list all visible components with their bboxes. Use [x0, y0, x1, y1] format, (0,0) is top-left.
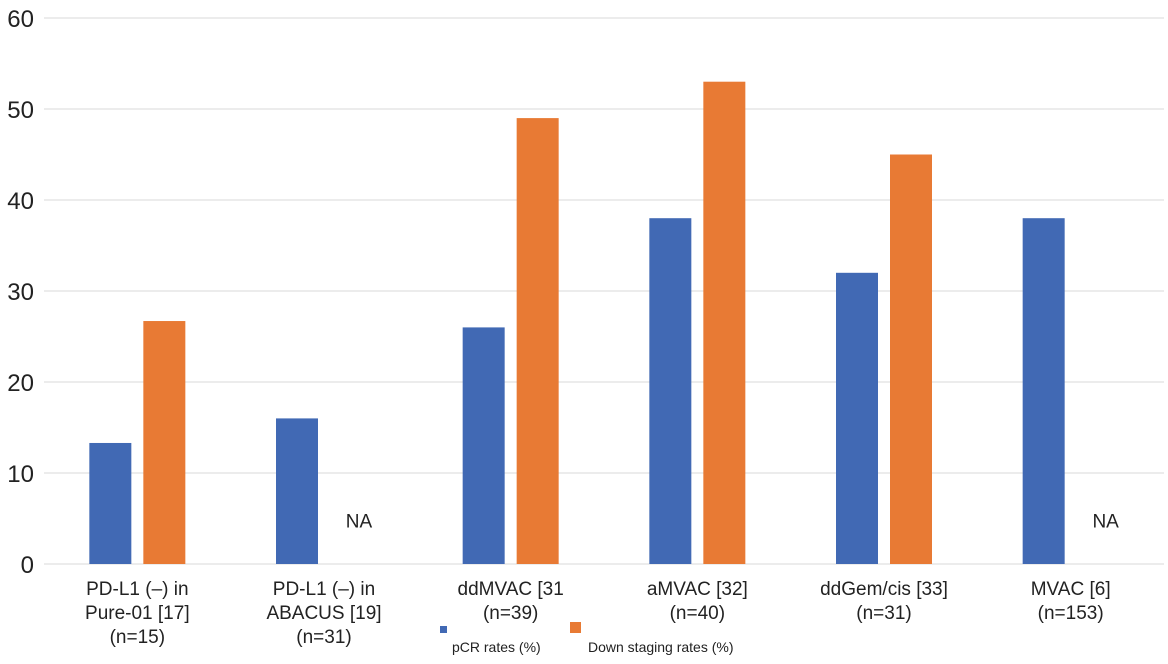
x-tick-label: PD-L1 (–) in — [273, 579, 375, 600]
na-label: NA — [1092, 512, 1119, 533]
y-tick-label: 10 — [7, 461, 34, 488]
x-tick-label: (n=40) — [670, 603, 725, 624]
bar-series-0-cat-3 — [649, 218, 692, 564]
missing-value-labels: NA NA — [346, 512, 1119, 533]
y-tick-label: 50 — [7, 97, 34, 124]
x-tick-label: (n=15) — [110, 627, 165, 648]
x-axis-ticks: PD-L1 (–) in Pure-01 [17] (n=15) PD-L1 (–) … — [85, 579, 1111, 648]
y-tick-label: 0 — [21, 552, 34, 579]
bar-series-0-cat-2 — [462, 327, 505, 564]
bar-series-0-cat-5 — [1022, 218, 1065, 564]
y-axis-ticks: 0 10 20 30 40 50 60 — [7, 6, 34, 579]
x-tick-label: ABACUS [19] — [266, 603, 381, 624]
legend-label-0: pCR rates (%) — [452, 639, 541, 655]
x-tick-label: (n=153) — [1038, 603, 1104, 624]
x-tick-label: (n=39) — [483, 603, 538, 624]
x-tick-label: ddGem/cis [33] — [820, 579, 948, 600]
legend-swatch-0 — [440, 626, 447, 633]
x-tick-label: aMVAC [32] — [647, 579, 748, 600]
x-tick-label: Pure-01 [17] — [85, 603, 190, 624]
na-label: NA — [346, 512, 373, 533]
x-tick-label: PD-L1 (–) in — [86, 579, 188, 600]
bar-series-1-cat-0 — [143, 321, 186, 564]
bar-series-0-cat-1 — [276, 418, 318, 564]
x-tick-label: (n=31) — [856, 603, 911, 624]
legend-label-1: Down staging rates (%) — [588, 639, 734, 655]
y-tick-label: 20 — [7, 370, 34, 397]
bar-series-0-cat-0 — [89, 442, 132, 564]
y-tick-label: 40 — [7, 188, 34, 215]
bar-series-1-cat-2 — [516, 118, 559, 564]
x-tick-label: (n=31) — [296, 627, 351, 648]
bar-series-1-cat-4 — [890, 154, 932, 564]
legend-swatch-1 — [570, 622, 581, 633]
bar-series-1-cat-3 — [703, 81, 746, 564]
x-tick-label: MVAC [6] — [1031, 579, 1111, 600]
legend: pCR rates (%) Down staging rates (%) — [440, 622, 734, 655]
gridlines — [44, 17, 1164, 565]
x-tick-label: ddMVAC [31 — [458, 579, 564, 600]
bars — [89, 81, 1065, 564]
y-tick-label: 60 — [7, 6, 34, 33]
y-tick-label: 30 — [7, 279, 34, 306]
bar-series-0-cat-4 — [836, 272, 878, 564]
